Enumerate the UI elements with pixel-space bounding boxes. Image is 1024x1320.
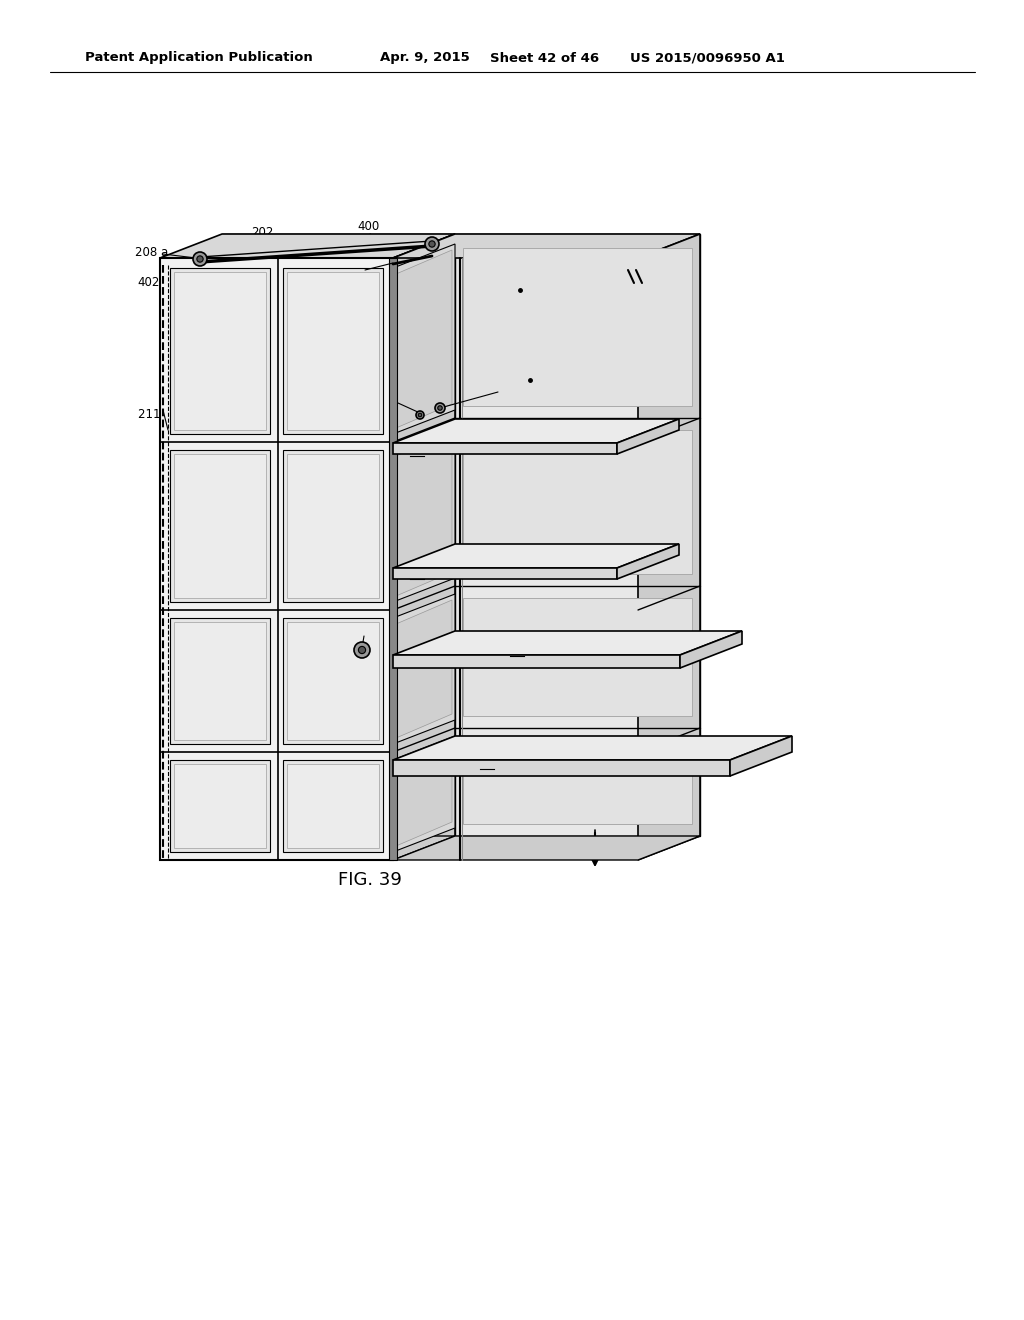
Polygon shape (393, 426, 455, 602)
Text: 211 a: 211 a (138, 408, 171, 421)
Polygon shape (463, 248, 692, 407)
Polygon shape (463, 430, 692, 574)
Text: 100 c: 100 c (660, 272, 692, 285)
Text: FIG. 39: FIG. 39 (338, 871, 402, 888)
Text: 400: 400 (357, 219, 379, 232)
Polygon shape (393, 760, 730, 776)
Circle shape (354, 642, 370, 657)
Polygon shape (160, 257, 393, 861)
Text: 503: 503 (510, 644, 532, 656)
Text: 504: 504 (480, 756, 502, 770)
Polygon shape (287, 622, 379, 741)
Text: Patent Application Publication: Patent Application Publication (85, 51, 312, 65)
Polygon shape (680, 631, 742, 668)
Polygon shape (393, 244, 455, 434)
Text: Apr. 9, 2015: Apr. 9, 2015 (380, 51, 470, 65)
Polygon shape (283, 450, 383, 602)
Polygon shape (396, 432, 452, 597)
Circle shape (435, 403, 445, 413)
Polygon shape (170, 268, 270, 434)
Polygon shape (393, 836, 700, 861)
Polygon shape (393, 418, 679, 444)
Polygon shape (170, 618, 270, 744)
Polygon shape (174, 622, 266, 741)
Polygon shape (283, 618, 383, 744)
Polygon shape (730, 737, 792, 776)
Polygon shape (393, 737, 792, 760)
Text: 202: 202 (251, 226, 273, 239)
Polygon shape (393, 737, 455, 851)
Text: 108 a: 108 a (385, 286, 418, 300)
Text: US 2015/0096950 A1: US 2015/0096950 A1 (630, 51, 784, 65)
Circle shape (193, 252, 207, 267)
Polygon shape (396, 249, 452, 428)
Polygon shape (160, 836, 455, 861)
Polygon shape (393, 655, 680, 668)
Polygon shape (638, 234, 700, 861)
Polygon shape (463, 598, 692, 715)
Text: 502: 502 (410, 566, 432, 579)
Text: 109: 109 (378, 393, 400, 407)
Polygon shape (393, 594, 455, 744)
Polygon shape (393, 544, 679, 568)
Text: 201: 201 (565, 246, 588, 259)
Circle shape (425, 238, 439, 251)
Polygon shape (283, 268, 383, 434)
Circle shape (418, 413, 422, 417)
Text: Sheet 42 of 46: Sheet 42 of 46 (490, 51, 599, 65)
Polygon shape (222, 234, 455, 836)
Polygon shape (393, 444, 617, 454)
Polygon shape (170, 760, 270, 851)
Polygon shape (174, 272, 266, 430)
Polygon shape (393, 234, 455, 861)
Polygon shape (283, 760, 383, 851)
Polygon shape (287, 454, 379, 598)
Polygon shape (287, 764, 379, 847)
Polygon shape (174, 764, 266, 847)
Polygon shape (617, 418, 679, 454)
Text: 111 a: 111 a (478, 374, 512, 387)
Polygon shape (393, 234, 700, 257)
Text: 209: 209 (346, 623, 369, 636)
Polygon shape (396, 742, 452, 846)
Polygon shape (160, 234, 455, 257)
Text: 401: 401 (385, 309, 408, 322)
Text: 402: 402 (137, 276, 160, 289)
Polygon shape (287, 272, 379, 430)
Circle shape (416, 411, 424, 418)
Circle shape (429, 240, 435, 247)
Polygon shape (455, 234, 700, 836)
Polygon shape (393, 568, 617, 579)
Polygon shape (393, 631, 742, 655)
Polygon shape (170, 450, 270, 602)
Polygon shape (463, 741, 692, 824)
Text: 501: 501 (410, 444, 432, 457)
Polygon shape (389, 257, 397, 861)
Polygon shape (617, 544, 679, 579)
Circle shape (437, 405, 442, 411)
Circle shape (197, 256, 203, 263)
Polygon shape (396, 601, 452, 738)
Polygon shape (174, 454, 266, 598)
Text: 403: 403 (345, 269, 368, 282)
Circle shape (358, 647, 366, 653)
Text: 208 a: 208 a (135, 246, 168, 259)
